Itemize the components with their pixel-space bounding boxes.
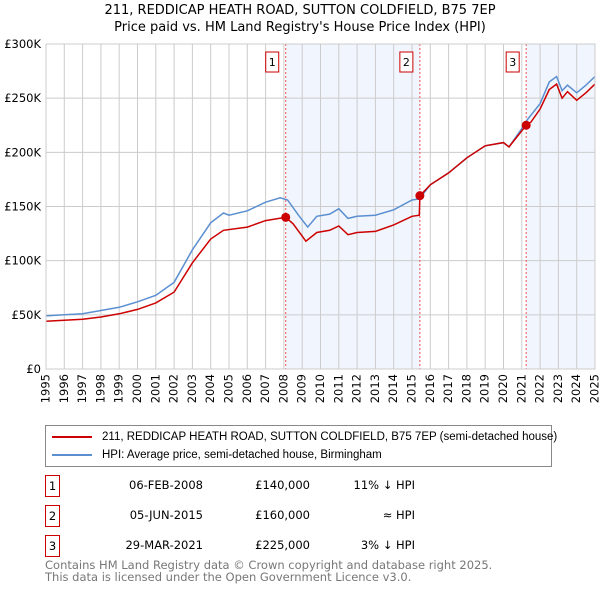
x-tick-label: 2002 (167, 374, 181, 403)
x-tick-label: 1999 (112, 374, 126, 403)
x-tick-label: 2025 (588, 374, 600, 403)
x-tick-label: 2012 (350, 374, 364, 403)
sale-label: 1 (269, 56, 276, 69)
legend-label: HPI: Average price, semi-detached house,… (102, 449, 382, 461)
transaction-price: £140,000 (255, 478, 310, 492)
y-tick-label: £50K (12, 308, 42, 322)
x-tick-label: 1996 (57, 374, 71, 403)
x-tick-label: 2003 (185, 374, 199, 403)
sale-point (521, 120, 531, 130)
sale-point (281, 212, 291, 222)
x-tick-label: 1997 (75, 374, 89, 403)
y-tick-label: £250K (4, 91, 41, 105)
x-tick-label: 2014 (386, 374, 400, 403)
sale-label-box (399, 51, 414, 73)
hpi-line (45, 75, 596, 317)
x-tick-label: 2005 (222, 374, 236, 403)
y-tick-label: £0 (26, 362, 41, 376)
transaction-price: £225,000 (255, 538, 310, 552)
chart-title: 211, REDDICAP HEATH ROAD, SUTTON COLDFIE… (0, 2, 600, 36)
x-tick-label: 2007 (258, 374, 272, 403)
y-tick-label: £200K (4, 145, 41, 159)
plot-border (45, 43, 596, 370)
x-tick-label: 2022 (533, 374, 547, 403)
transaction-date: 29-MAR-2021 (125, 538, 203, 552)
title-address: 211, REDDICAP HEATH ROAD, SUTTON COLDFIE… (104, 3, 496, 18)
x-tick-label: 2015 (405, 374, 419, 403)
footer-licence: This data is licensed under the Open Gov… (45, 570, 412, 584)
x-tick-label: 2019 (478, 374, 492, 403)
x-tick-label: 2000 (130, 374, 144, 403)
transaction-price: £160,000 (255, 508, 310, 522)
footer-copyright: Contains HM Land Registry data © Crown c… (45, 558, 493, 572)
legend-item-property: 211, REDDICAP HEATH ROAD, SUTTON COLDFIE… (52, 429, 557, 445)
x-tick-label: 2021 (514, 374, 528, 403)
x-tick-label: 1998 (93, 374, 107, 403)
transaction-row: 1 06-FEB-2008 £140,000 11% ↓ HPI (45, 475, 415, 497)
y-tick-label: £300K (4, 37, 41, 51)
title-subtitle: Price paid vs. HM Land Registry's House … (114, 20, 486, 35)
transaction-row: 3 29-MAR-2021 £225,000 3% ↓ HPI (45, 535, 415, 557)
y-tick-label: £100K (4, 254, 41, 268)
legend-item-hpi: HPI: Average price, semi-detached house,… (52, 447, 382, 463)
transaction-date: 05-JUN-2015 (129, 508, 203, 522)
x-tick-label: 1995 (39, 374, 53, 403)
legend: 211, REDDICAP HEATH ROAD, SUTTON COLDFIE… (45, 425, 557, 467)
transaction-number: 1 (45, 475, 60, 497)
sale-label-box (505, 51, 520, 73)
legend-swatch-blue (52, 454, 92, 456)
footer: Contains HM Land Registry data © Crown c… (45, 559, 492, 583)
price-chart: 1995 1996 1997 1998 1999 2000 2001 2002 2003 2004… (4, 37, 600, 403)
x-tick-label: 2013 (368, 374, 382, 403)
x-tick-label: 2023 (551, 374, 565, 403)
x-tick-label: 2008 (276, 374, 290, 403)
x-tick-label: 2024 (569, 374, 583, 403)
transaction-number: 2 (45, 505, 60, 527)
x-tick-label: 2009 (295, 374, 309, 403)
price-paid-line (45, 82, 596, 323)
x-tick-label: 2004 (203, 374, 217, 403)
legend-label: 211, REDDICAP HEATH ROAD, SUTTON COLDFIE… (102, 431, 558, 443)
legend-swatch-red (52, 436, 92, 438)
transaction-hpi-relation: ≈ HPI (382, 508, 415, 522)
y-tick-label: £150K (4, 200, 41, 214)
sale-label-box (265, 51, 280, 73)
sale-point (415, 191, 425, 201)
transaction-hpi-relation: 3% ↓ HPI (360, 538, 415, 552)
sale-label: 3 (509, 56, 516, 69)
transaction-number: 3 (45, 535, 60, 557)
transaction-row: 2 05-JUN-2015 £160,000 ≈ HPI (45, 505, 415, 527)
x-tick-label: 2011 (331, 374, 345, 403)
x-tick-label: 2006 (240, 374, 254, 403)
transaction-date: 06-FEB-2008 (129, 478, 203, 492)
sale-label: 2 (403, 56, 410, 69)
x-tick-label: 2016 (423, 374, 437, 403)
transaction-hpi-relation: 11% ↓ HPI (353, 478, 415, 492)
x-tick-label: 2010 (313, 374, 327, 403)
x-tick-label: 2017 (441, 374, 455, 403)
x-tick-label: 2018 (459, 374, 473, 403)
x-tick-label: 2001 (148, 374, 162, 403)
x-tick-label: 2020 (496, 374, 510, 403)
